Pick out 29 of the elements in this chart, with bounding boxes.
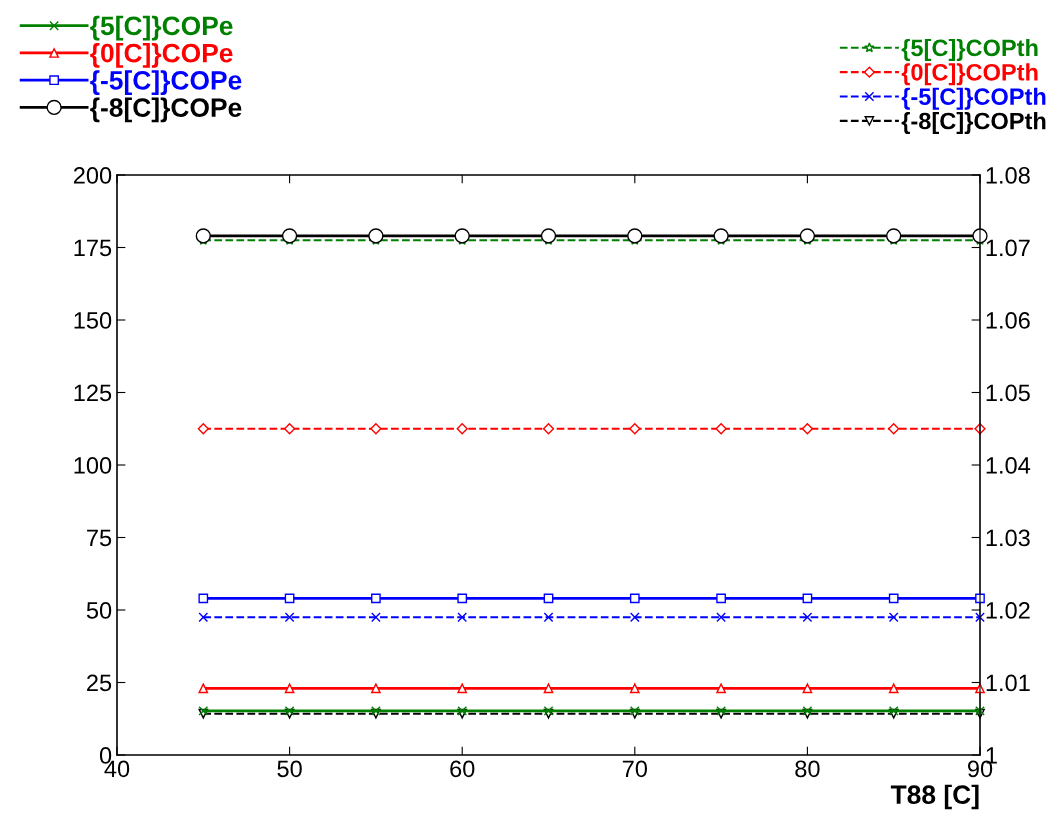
y-tick-label: 125 xyxy=(74,384,112,402)
y2-tick-label: 1.06 xyxy=(986,312,1030,329)
y-tick-label: 25 xyxy=(87,674,112,692)
legend-label: {-5[C]}COPth xyxy=(901,87,1046,110)
y-tick-label: 75 xyxy=(87,529,112,547)
y-tick-label: 100 xyxy=(74,457,112,474)
y-tick-label: 150 xyxy=(74,312,112,329)
y2-tick-label: 1.02 xyxy=(986,602,1030,619)
y2-tick-label: 1.07 xyxy=(986,239,1030,257)
legend-label: {-8[C]}COPth xyxy=(901,112,1046,135)
legend-label: {0[C]}COPth xyxy=(901,63,1038,86)
legend-label: {-8[C]}COPe xyxy=(90,97,242,123)
y2-tick-label: 1.04 xyxy=(986,457,1031,474)
y-tick-label: 175 xyxy=(74,239,112,257)
x-tick-label: 80 xyxy=(795,760,820,778)
x-axis-title: T88 [C] xyxy=(890,784,979,810)
y2-tick-label: 1.01 xyxy=(986,674,1030,692)
legend-label: {-5[C]}COPe xyxy=(90,70,242,95)
legend-label: {0[C]}COPe xyxy=(90,43,233,68)
y2-tick-label: 1.08 xyxy=(986,167,1030,184)
legend-label: {5[C]}COPe xyxy=(90,15,233,41)
y2-tick-label: 1.05 xyxy=(986,384,1030,402)
x-tick-label: 50 xyxy=(277,760,302,778)
x-tick-label: 70 xyxy=(622,760,648,778)
y-tick-label: 200 xyxy=(73,167,112,184)
y-tick-label: 50 xyxy=(86,602,112,619)
x-tick-label: 60 xyxy=(450,760,475,778)
y2-tick-label: 1.03 xyxy=(986,529,1030,547)
legend-label: {5[C]}COPth xyxy=(901,38,1038,61)
